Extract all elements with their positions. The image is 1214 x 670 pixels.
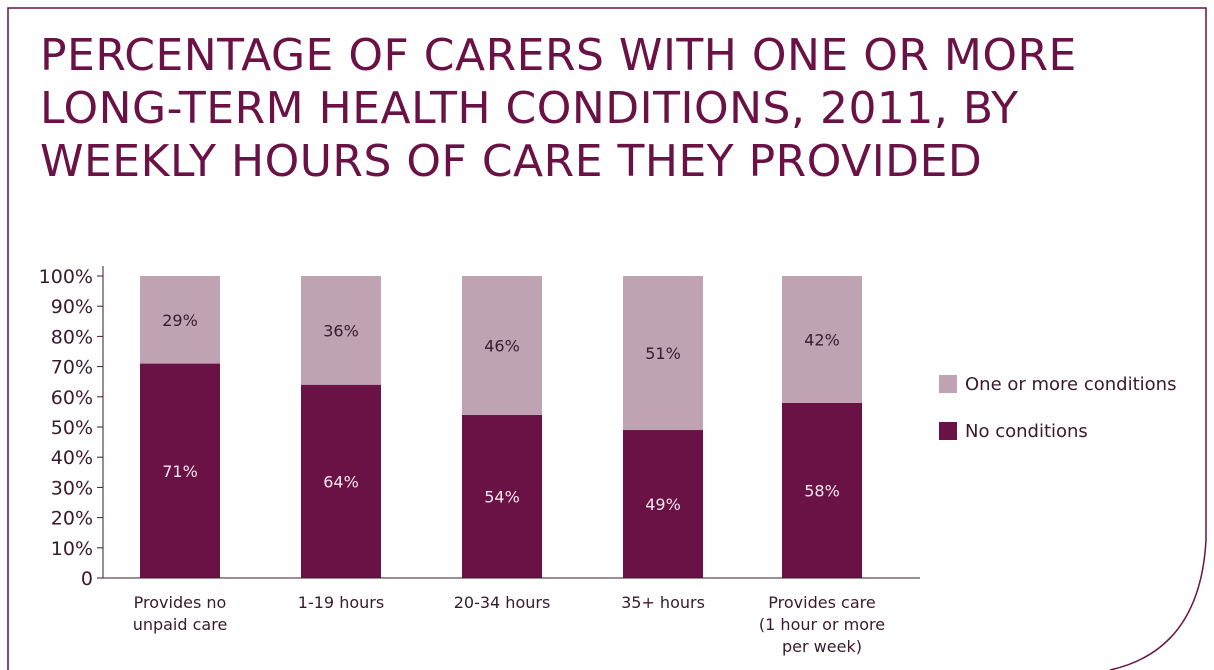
bar-group: 71% 29% 64% 36% 54% 46% 49% 51% 58% 42% <box>140 276 862 578</box>
chart-title-line-2: LONG-TERM HEALTH CONDITIONS, 2011, BY <box>40 82 1019 134</box>
y-tick-label: 50% <box>51 417 93 439</box>
bar-one-or-more-conditions <box>462 276 542 415</box>
data-label: 42% <box>804 330 840 349</box>
x-category-label: Provides care <box>768 593 875 612</box>
x-category-label: Provides no <box>134 593 227 612</box>
y-tick-label: 0 <box>81 568 93 590</box>
data-label: 46% <box>484 336 520 355</box>
legend-item-no-conditions-swatch <box>939 422 957 440</box>
x-category-label: per week) <box>782 637 862 656</box>
chart-title-line-1: PERCENTAGE OF CARERS WITH ONE OR MORE <box>40 30 1077 81</box>
data-label: 51% <box>645 344 681 363</box>
data-label: 54% <box>484 487 520 506</box>
bar-no-conditions <box>462 414 542 578</box>
y-tick-label: 40% <box>51 447 93 469</box>
legend: One or more conditions No conditions <box>939 374 1176 442</box>
data-label: 58% <box>804 481 840 500</box>
data-label: 29% <box>162 311 198 330</box>
y-tick-label: 30% <box>51 477 93 499</box>
data-label: 36% <box>323 321 359 340</box>
y-tick-label: 80% <box>51 326 93 348</box>
data-label: 71% <box>162 462 198 481</box>
bar-no-conditions <box>301 384 381 578</box>
bar-one-or-more-conditions <box>301 276 381 385</box>
frame-border <box>7 7 1207 670</box>
chart-title: PERCENTAGE OF CARERS WITH ONE OR MORE LO… <box>40 30 1190 188</box>
x-category-label: 1-19 hours <box>298 593 384 612</box>
bar-no-conditions <box>623 430 703 578</box>
y-axis: 0 10% 20% 30% 40% 50% 60% 70% 80% 90% 100% <box>39 266 104 590</box>
bar-no-conditions <box>140 363 220 578</box>
bar-one-or-more-conditions <box>782 276 862 403</box>
x-category-label: 20-34 hours <box>454 593 551 612</box>
x-category-label: (1 hour or more <box>759 615 885 634</box>
x-axis: Provides no unpaid care 1-19 hours 20-34 ho… <box>103 577 920 656</box>
x-category-label: 35+ hours <box>621 593 705 612</box>
y-tick-label: 60% <box>51 387 93 409</box>
y-tick-label: 70% <box>51 357 93 379</box>
y-tick-label: 20% <box>51 508 93 530</box>
x-category-label: unpaid care <box>133 615 228 634</box>
bar-one-or-more-conditions <box>140 276 220 364</box>
bar-one-or-more-conditions <box>623 276 703 431</box>
legend-item-one-or-more-conditions-label: One or more conditions <box>965 374 1176 395</box>
y-tick-label: 10% <box>51 538 93 560</box>
y-tick-label: 100% <box>39 266 93 288</box>
y-tick-label: 90% <box>51 296 93 318</box>
bar-no-conditions <box>782 402 862 578</box>
chart-title-line-3: WEEKLY HOURS OF CARE THEY PROVIDED <box>40 135 983 187</box>
data-label: 49% <box>645 495 681 514</box>
legend-item-no-conditions-label: No conditions <box>965 421 1088 442</box>
data-label: 64% <box>323 472 359 491</box>
legend-item-one-or-more-conditions-swatch <box>939 375 957 393</box>
